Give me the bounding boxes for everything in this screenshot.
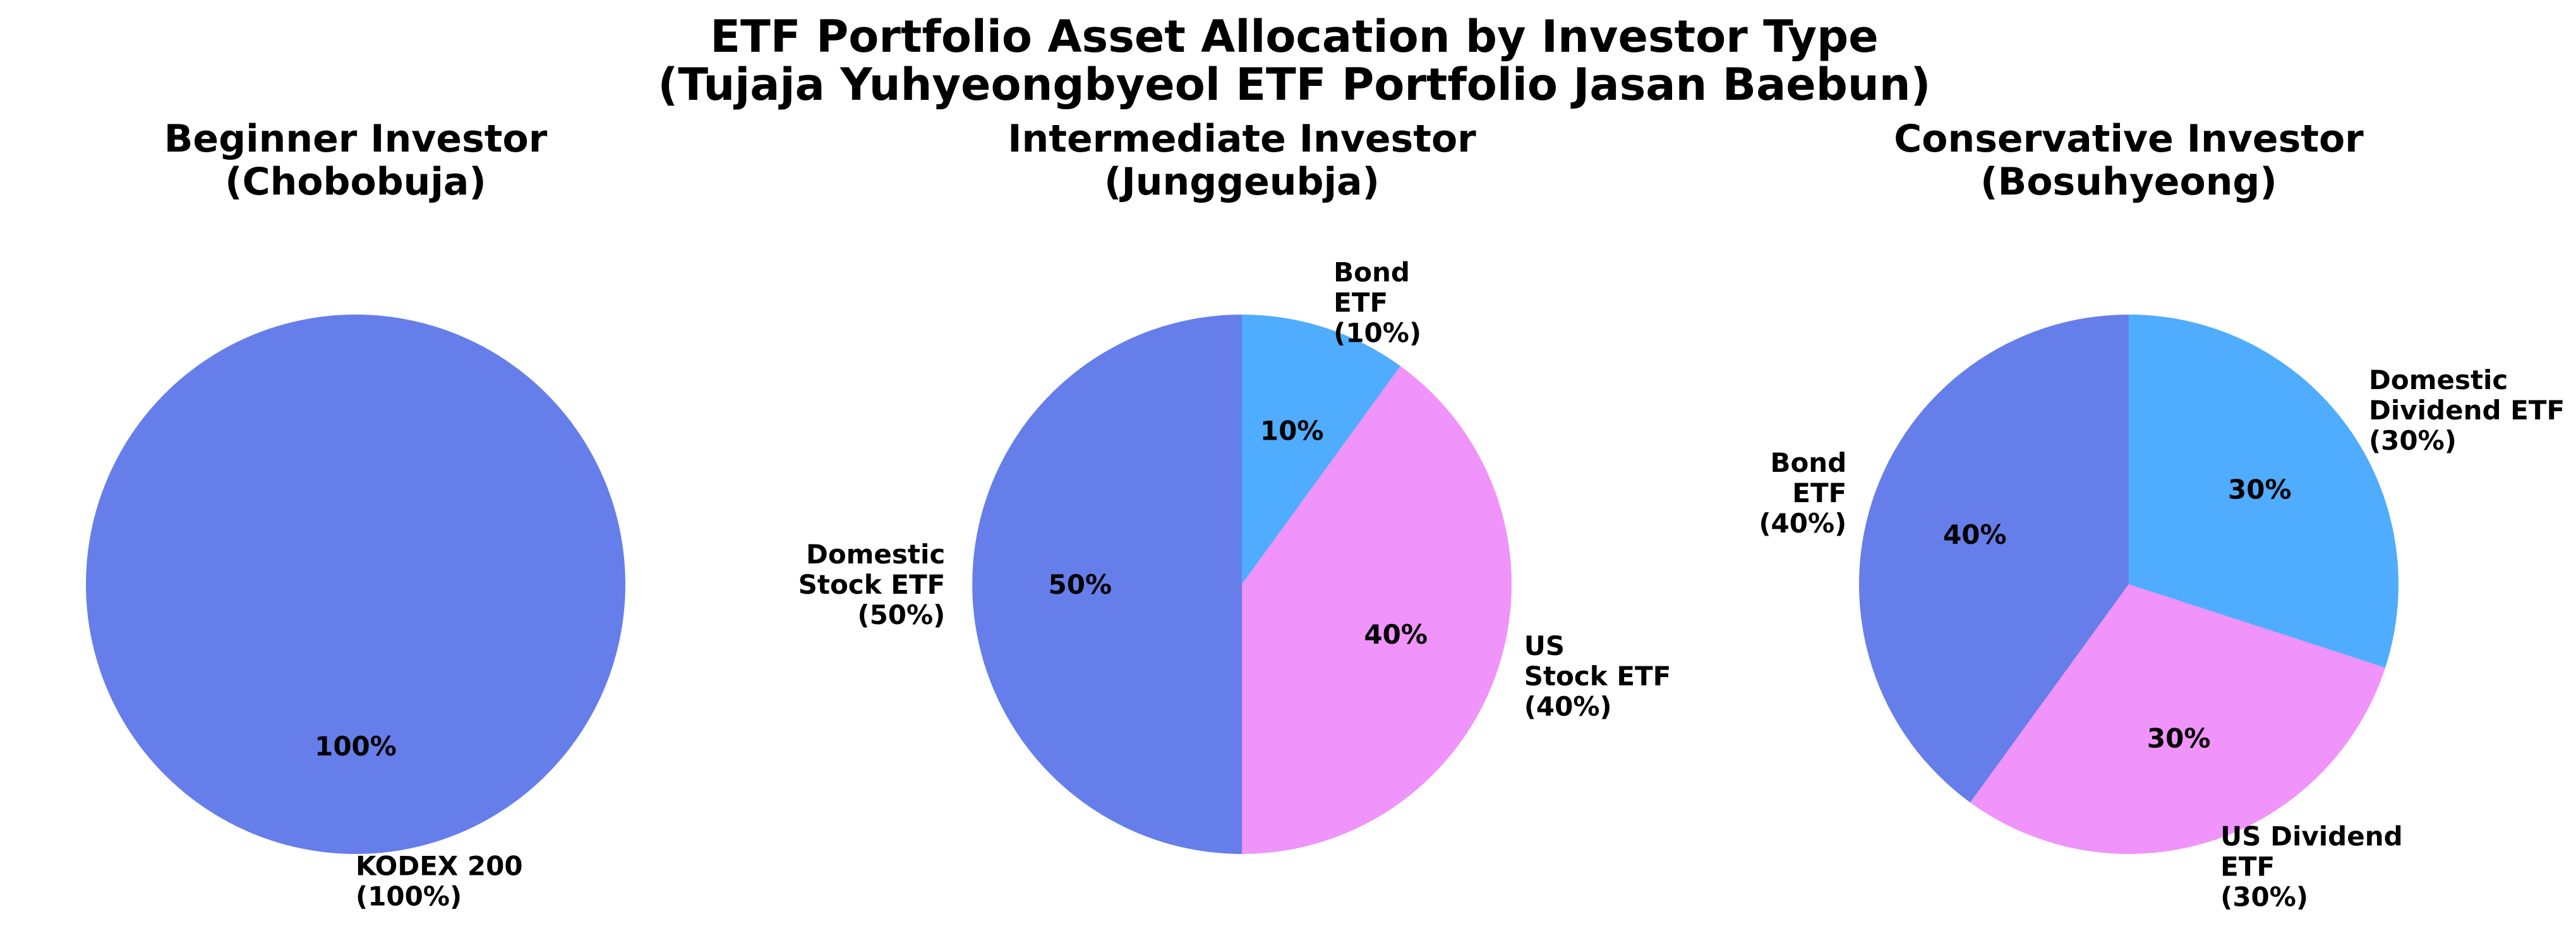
pie-slice-label-line: KODEX 200 (356, 851, 523, 882)
figure-title-line-2: (Tujaja Yuhyeongbyeol ETF Portfolio Jasa… (658, 59, 1930, 111)
pie-slice-label-line: ETF (2220, 851, 2275, 882)
pie-slice-label-line: (100%) (356, 881, 462, 912)
pie-slice-label-line: ETF (1333, 287, 1388, 318)
pie-slice (2129, 315, 2398, 668)
pie-percent-label: 40% (1364, 619, 1428, 650)
pie-percent-label: 40% (1943, 519, 2007, 550)
pie-title-line: (Chobobuja) (225, 160, 486, 204)
pie-slice (1970, 584, 2386, 854)
pie-slice (1858, 315, 2129, 803)
pie-slice (86, 315, 625, 854)
pie-slice-label-line: ETF (1792, 478, 1846, 508)
pie-title-line: (Junggeubja) (1104, 160, 1380, 204)
pie-slice-label: Bond ETF (40%) (1759, 447, 1846, 539)
pie-percent-label: 30% (2147, 723, 2211, 754)
pie-chart: Beginner Investor(Chobobuja) 100% KODEX 20… (86, 117, 625, 912)
pie-slice-label-line: (30%) (2369, 425, 2457, 456)
pie-slice-label-line: Stock ETF (798, 569, 946, 600)
pie-percent-label: 30% (2228, 474, 2292, 505)
pie-slice (972, 315, 1242, 854)
pie-slice-label-line: Bond (1770, 447, 1846, 478)
pie-charts: Beginner Investor(Chobobuja) 100% KODEX 20… (86, 117, 2565, 913)
pie-slice-label-line: US (1524, 630, 1565, 661)
pie-slice-label: KODEX 200 (100%) (356, 851, 523, 912)
pie-title-line: Conservative Investor (1894, 117, 2364, 161)
pie-slice (1242, 315, 1400, 584)
pie-slice-label-line: (50%) (857, 599, 945, 630)
pie-chart: Conservative Investor(Bosuhyeong) 40% Bond… (1759, 117, 2565, 913)
pie-slice-label: Bond ETF (10%) (1333, 256, 1421, 348)
pie-slice-label-line: Domestic (806, 539, 945, 570)
pie-slice-label-line: Stock ETF (1524, 661, 1671, 692)
pie-slice-label-line: (40%) (1759, 508, 1846, 539)
figure-title-line-1: ETF Portfolio Asset Allocation by Invest… (710, 11, 1879, 63)
pie-percent-label: 100% (315, 731, 397, 762)
pie-slice-label-line: (30%) (2220, 882, 2308, 913)
pie-slice-label-line: (10%) (1333, 317, 1421, 348)
pie-slice-label: Domestic Dividend ETF (30%) (2369, 364, 2565, 456)
pie-slice-label: Domestic Stock ETF (50%) (798, 539, 946, 630)
pie-slice (1242, 366, 1512, 854)
pie-slice-label-line: Dividend ETF (2369, 395, 2565, 426)
figure-title: ETF Portfolio Asset Allocation by Invest… (658, 11, 1930, 111)
pie-slice-label-line: US Dividend (2220, 821, 2403, 852)
pie-slice-label-line: Domestic (2369, 364, 2508, 395)
pie-percent-label: 50% (1049, 569, 1112, 600)
pie-title-line: Intermediate Investor (1008, 117, 1476, 161)
pie-slice-label-line: (40%) (1524, 691, 1612, 722)
pie-title-line: (Bosuhyeong) (1980, 160, 2277, 204)
pie-slice-label: US Stock ETF (40%) (1524, 630, 1671, 722)
pie-chart: Intermediate Investor(Junggeubja) 50% Dome… (798, 117, 1671, 854)
pie-percent-label: 10% (1260, 415, 1324, 446)
pie-slice-label: US Dividend ETF (30%) (2220, 821, 2403, 913)
pie-title-line: Beginner Investor (164, 117, 548, 161)
pie-slice-label-line: Bond (1333, 256, 1410, 287)
